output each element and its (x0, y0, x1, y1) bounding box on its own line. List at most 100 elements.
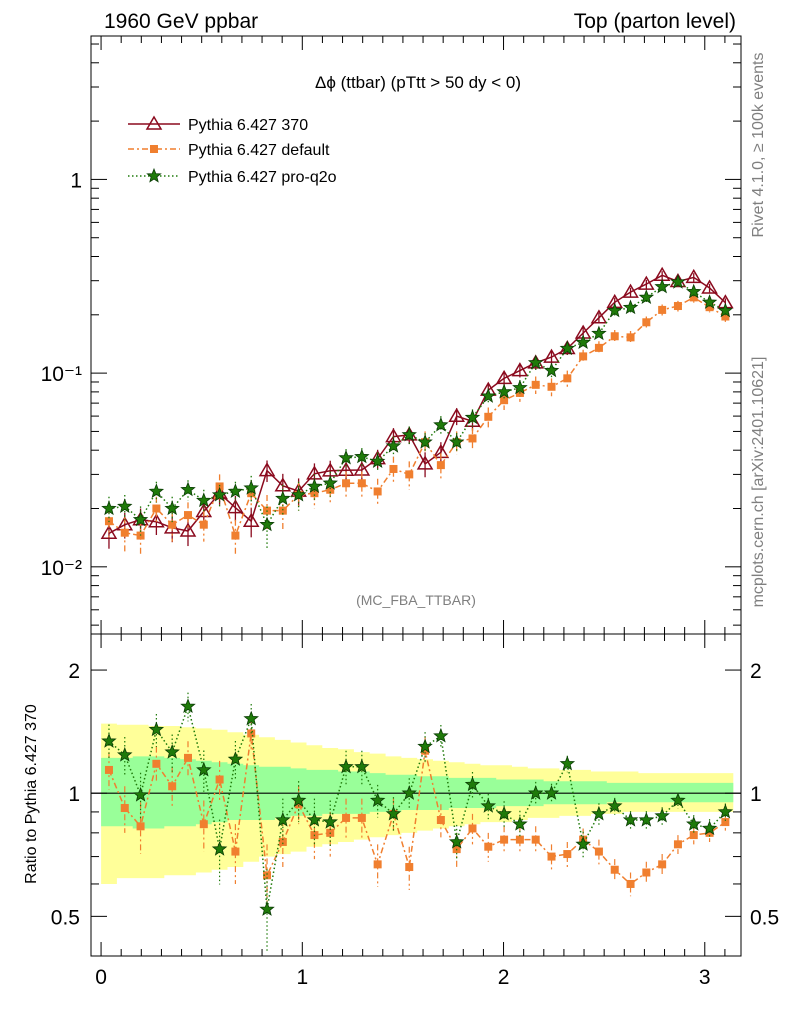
data-point-star (496, 383, 512, 399)
data-point-square (183, 753, 192, 762)
data-point-square (342, 813, 351, 822)
ratio-y-tick-label-left: 1 (68, 783, 80, 806)
data-point-square (436, 816, 445, 825)
data-point-star (575, 836, 591, 851)
data-point-square (326, 485, 335, 494)
data-point-star (117, 746, 133, 762)
data-point-triangle (701, 279, 718, 294)
data-point-star (117, 498, 133, 514)
data-point-square (563, 374, 572, 383)
data-point-star (401, 426, 417, 442)
ratio-series-layer (101, 692, 734, 952)
data-point-square (721, 818, 730, 827)
data-point-star (164, 743, 180, 759)
data-point-star (180, 481, 196, 497)
data-point-square (231, 531, 240, 540)
data-point-star (654, 278, 670, 294)
data-point-star (338, 758, 354, 774)
ratio-y-tick-label-left: 2 (68, 660, 80, 683)
star-marker-icon (146, 167, 162, 183)
data-point-square (104, 765, 113, 774)
data-point-star (638, 811, 655, 827)
y-tick-label: 10⁻² (41, 557, 82, 580)
data-point-star (164, 500, 180, 516)
data-point-square (168, 782, 177, 791)
data-point-star (622, 299, 639, 315)
main-series-layer (100, 266, 734, 556)
data-point-star (354, 758, 370, 774)
data-point-star (622, 811, 639, 827)
data-point-square (231, 847, 240, 856)
data-point-square (152, 759, 161, 768)
data-point-triangle (638, 275, 655, 290)
data-point-square (215, 775, 224, 784)
data-point-triangle (227, 499, 244, 514)
series-line-370 (108, 274, 726, 534)
data-point-star (670, 792, 686, 807)
data-point-triangle (590, 309, 608, 324)
data-point-star (717, 302, 734, 318)
legend-label-370: Pythia 6.427 370 (188, 117, 308, 134)
ratio-y-tick-label-right: 1 (750, 783, 762, 806)
side-rivet-version: Rivet 4.1.0, ≥ 100k events (750, 53, 767, 238)
data-point-star (512, 379, 528, 395)
data-point-square (373, 487, 382, 496)
data-point-square (152, 504, 161, 513)
data-point-square (705, 828, 714, 837)
data-point-square (405, 863, 414, 872)
data-point-star (354, 448, 370, 464)
data-point-square (120, 804, 129, 813)
data-point-star (496, 805, 512, 821)
data-point-triangle (148, 513, 165, 528)
data-point-square (579, 352, 588, 361)
data-point-star (527, 785, 544, 800)
data-point-triangle (543, 348, 560, 363)
data-point-star (290, 792, 307, 807)
legend-star-shape (146, 167, 162, 183)
legend-item-370: Pythia 6.427 370 (128, 115, 308, 134)
data-point-square (468, 824, 477, 833)
data-point-star (275, 490, 291, 506)
data-point-star (211, 486, 228, 502)
data-point-star (559, 755, 576, 771)
ratio-y-axis-label: Ratio to Pythia 6.427 370 (23, 704, 40, 884)
data-point-star (575, 334, 591, 350)
legend-item-default: Pythia 6.427 default (128, 142, 330, 159)
data-point-star (322, 813, 338, 829)
data-point-star (369, 792, 386, 807)
ratio-line-default (108, 733, 726, 885)
data-point-square (278, 506, 287, 515)
data-point-square (626, 333, 635, 342)
data-point-star (464, 776, 481, 792)
ratio-line-proq2o (108, 703, 726, 910)
data-point-star (401, 785, 417, 800)
square-marker-icon (150, 145, 158, 153)
data-point-star (448, 434, 465, 449)
data-point-square (389, 464, 398, 473)
data-point-star (638, 289, 655, 305)
data-point-star (433, 416, 449, 432)
data-point-square (342, 479, 351, 488)
data-point-square (610, 332, 619, 341)
data-point-triangle (100, 524, 118, 540)
data-point-star (559, 340, 576, 356)
y-tick-label: 1 (70, 169, 82, 192)
data-point-star (480, 388, 496, 403)
data-point-star (480, 797, 496, 813)
data-point-star (654, 807, 670, 823)
data-point-star (686, 283, 702, 299)
data-point-square (626, 879, 635, 888)
data-point-star (607, 302, 623, 318)
data-point-square (120, 528, 129, 537)
data-point-square (515, 835, 524, 844)
x-tick-label: 2 (498, 966, 510, 989)
data-point-square (705, 303, 714, 312)
ratio-frame (90, 633, 742, 957)
data-point-star (306, 811, 323, 827)
data-point-star (211, 841, 228, 856)
main-axes: 10⁻² 10⁻¹ 1 (41, 36, 741, 634)
data-point-square (594, 847, 603, 856)
side-mcplots-url: mcplots.cern.ch [arXiv:2401.10621] (750, 357, 767, 608)
data-point-star (148, 721, 165, 737)
data-point-square (689, 293, 698, 302)
